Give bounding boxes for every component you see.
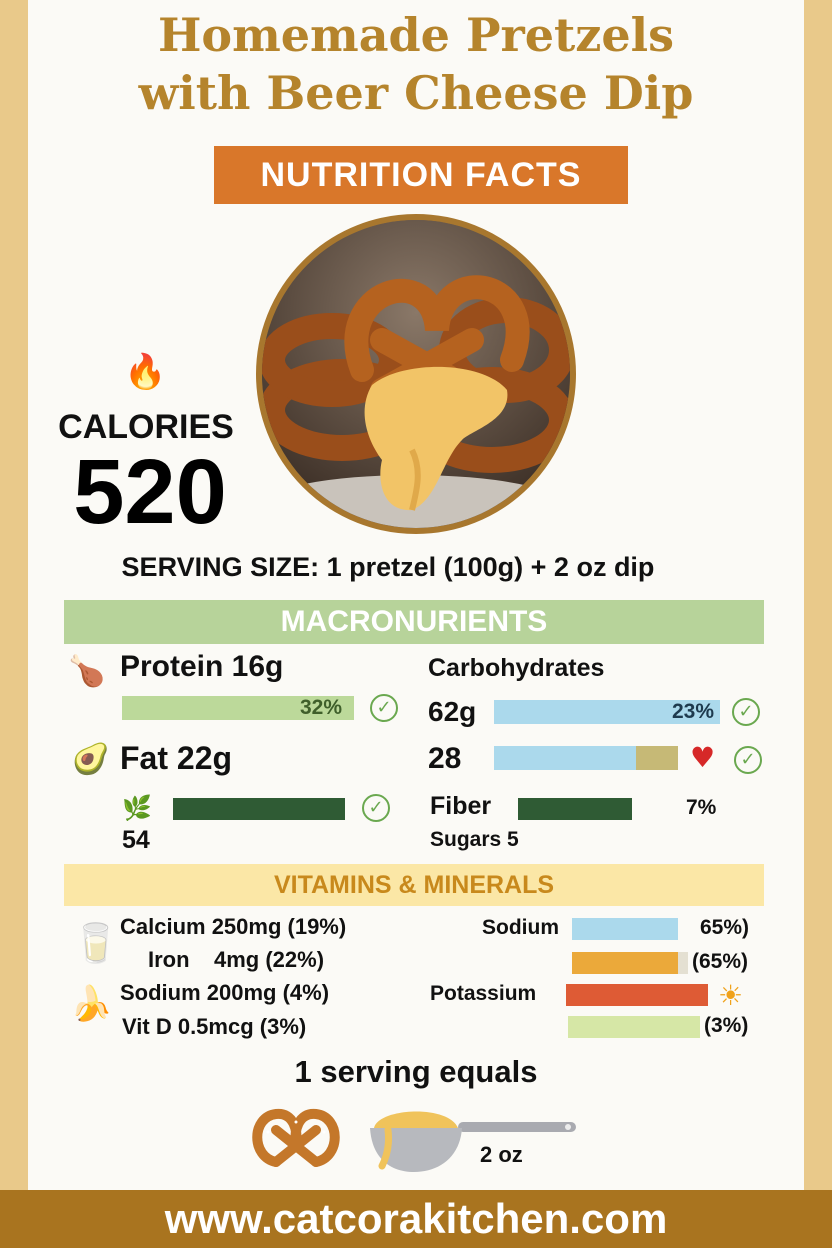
check-icon: ✓ (370, 694, 398, 722)
fat-bar (173, 798, 345, 820)
carbohydrates-value: 62g (428, 696, 477, 727)
check-icon: ✓ (362, 794, 390, 822)
leaf-icon: 🌿 (122, 794, 152, 822)
vitamins-heading: VITAMINS & MINERALS (64, 864, 764, 906)
vitamin-left-4: Vit D 0.5mcg (3%) (122, 1014, 307, 1039)
calories-value: 520 (73, 441, 227, 543)
banana-icon: 🍌 (70, 984, 113, 1024)
carbohydrates-label: Carbohydrates (428, 654, 605, 682)
title-line-1: Homemade Pretzels (157, 8, 675, 62)
avocado-icon: 🥑 (72, 742, 110, 777)
website-url[interactable]: www.catcorakitchen.com (0, 1190, 832, 1248)
fire-icon: 🔥 (124, 352, 167, 392)
carbohydrates-percent: 23% (672, 700, 715, 723)
vitamin-right-4-suffix: (3%) (704, 1014, 749, 1037)
chicken-leg-icon: 🍗 (68, 654, 106, 689)
fiber-percent: 7% (686, 796, 717, 819)
sugars-label: Sugars 5 (430, 828, 519, 851)
vitamin-left-1: Calcium 250mg (19%) (120, 914, 347, 939)
macronutrients-heading: MACRONURIENTS (64, 600, 764, 644)
recipe-title: Homemade Pretzels with Beer Cheese Dip (28, 6, 804, 122)
vitamin-right-1-suffix: 65%) (700, 916, 750, 939)
dip-amount: 2 oz (480, 1142, 523, 1167)
vitamin-right-2-suffix: (65%) (692, 950, 749, 973)
carbohydrates-bar (494, 700, 720, 724)
fiber-bar (518, 798, 632, 820)
pretzel-icon (246, 1102, 346, 1176)
nutrition-facts-banner: NUTRITION FACTS (214, 146, 628, 204)
serving-equals-heading: 1 serving equals (294, 1054, 538, 1089)
check-icon: ✓ (732, 698, 760, 726)
fat-label: Fat 22g (120, 740, 233, 776)
calories-label: CALORIES (58, 408, 234, 446)
fat-sub-value: 54 (122, 826, 150, 854)
protein-label: Protein 16g (120, 650, 284, 683)
protein-bar (122, 696, 354, 720)
carb-row2-bar-extra (636, 746, 678, 770)
vitamin-right-1-bar (572, 918, 678, 940)
carb-row2-value: 28 (428, 742, 462, 775)
heart-icon: ♥ (690, 741, 716, 774)
vitamin-right-2-bar-rest (678, 952, 688, 974)
vitamin-right-1-label: Sodium (482, 916, 559, 939)
protein-percent: 32% (300, 696, 343, 719)
vitamin-left-2: Iron 4mg (22%) (148, 947, 325, 972)
vitamin-right-3-bar (566, 984, 708, 1006)
serving-size: SERVING SIZE: 1 pretzel (100g) + 2 oz di… (121, 552, 655, 582)
milk-carton-icon: 🥛 (72, 921, 120, 965)
sun-icon: ☀ (718, 979, 744, 1012)
vitamin-left-3: Sodium 200mg (4%) (120, 980, 330, 1005)
fiber-label: Fiber (430, 792, 492, 820)
pretzel-photo (256, 214, 576, 534)
check-icon: ✓ (734, 746, 762, 774)
carb-row2-bar (494, 746, 636, 770)
title-line-2: with Beer Cheese Dip (138, 66, 694, 120)
vitamin-right-2-bar (572, 952, 678, 974)
vitamin-right-3-label: Potassium (430, 982, 537, 1005)
dip-scoop-icon (368, 1098, 580, 1178)
vitamin-right-4-bar (568, 1016, 700, 1038)
